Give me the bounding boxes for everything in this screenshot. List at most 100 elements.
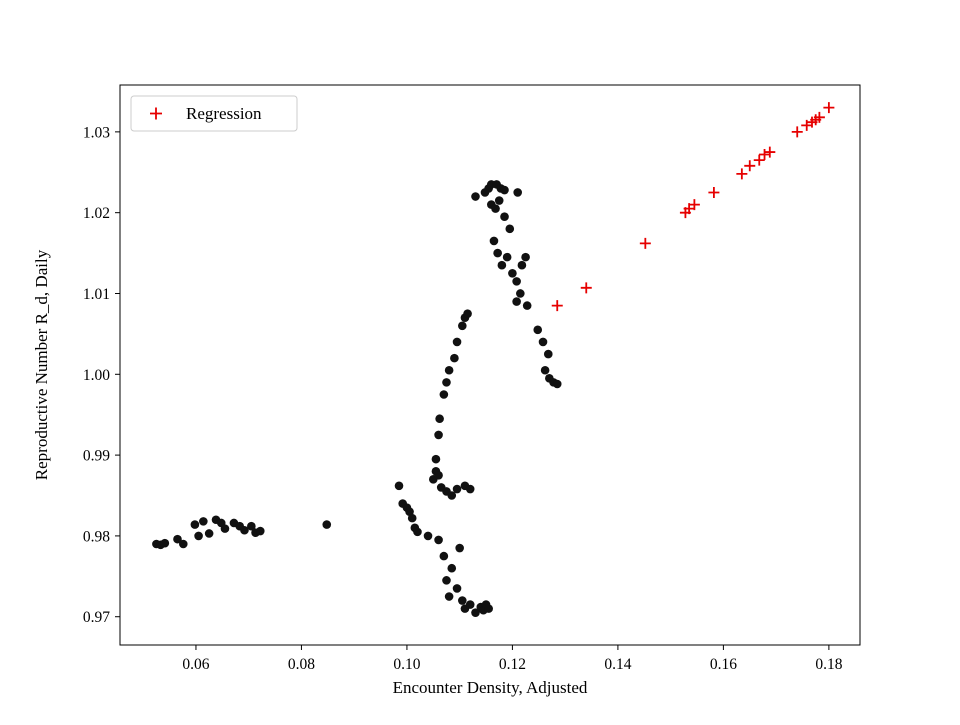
data-point-Regression: [813, 111, 825, 123]
data-point-observations: [452, 584, 462, 593]
data-point-observations: [458, 596, 467, 605]
x-tick-label: 0.16: [710, 656, 737, 673]
x-axis-label: Encounter Density, Adjusted: [393, 678, 588, 697]
data-point-Regression: [791, 126, 803, 138]
data-point-observations: [204, 529, 214, 538]
data-point-observations: [458, 321, 467, 331]
data-point-Regression: [580, 282, 592, 294]
y-tick-label: 1.01: [83, 286, 110, 303]
data-point-observations: [500, 185, 509, 195]
data-point-observations: [405, 507, 414, 516]
data-point-Regression: [736, 168, 748, 180]
y-tick-label: 1.00: [83, 367, 110, 384]
data-point-observations: [452, 337, 462, 347]
data-point-observations: [491, 204, 500, 213]
data-point-observations: [199, 517, 208, 526]
legend-marker-plus-icon: [150, 107, 162, 120]
data-point-observations: [173, 534, 182, 544]
y-tick-label: 0.98: [83, 528, 110, 545]
legend-label: Regression: [186, 104, 262, 123]
data-point-observations: [194, 531, 203, 541]
data-point-observations: [434, 430, 443, 440]
data-point-observations: [444, 592, 454, 601]
data-point-observations: [442, 378, 451, 387]
data-point-observations: [471, 608, 480, 617]
y-tick-label: 1.02: [83, 205, 110, 222]
data-point-observations: [512, 297, 521, 306]
x-tick-label: 0.12: [499, 656, 526, 673]
x-tick-label: 0.08: [288, 656, 315, 673]
data-point-observations: [508, 268, 517, 278]
data-point-observations: [533, 325, 543, 335]
data-point-observations: [493, 248, 502, 258]
y-tick-label: 0.97: [83, 609, 110, 626]
data-point-Regression: [764, 146, 776, 158]
x-tick-label: 0.10: [393, 656, 420, 673]
data-point-observations: [220, 524, 230, 533]
data-point-observations: [516, 289, 525, 298]
data-point-observations: [247, 521, 256, 531]
data-point-observations: [513, 188, 522, 197]
data-point-observations: [489, 236, 499, 246]
data-point-observations: [160, 538, 170, 548]
data-point-Regression: [639, 237, 651, 249]
data-point-observations: [190, 520, 200, 529]
data-point-observations: [538, 337, 548, 347]
data-point-observations: [447, 563, 457, 573]
data-point-observations: [517, 260, 527, 270]
data-point-observations: [497, 260, 507, 270]
data-point-observations: [512, 277, 521, 286]
data-point-observations: [322, 520, 332, 529]
data-point-Regression: [744, 160, 756, 172]
data-point-observations: [413, 527, 422, 537]
data-point-observations: [240, 525, 249, 535]
data-point-observations: [505, 224, 515, 234]
x-tick-label: 0.06: [182, 656, 209, 673]
data-point-observations: [465, 600, 475, 609]
data-point-observations: [450, 353, 459, 363]
y-axis-label: Reproductive Number R_d, Daily: [32, 249, 51, 480]
legend-box: [130, 95, 298, 132]
data-point-observations: [522, 301, 532, 310]
data-point-observations: [178, 539, 188, 549]
data-point-observations: [540, 365, 550, 375]
data-point-observations: [500, 212, 509, 222]
data-point-observations: [439, 390, 449, 399]
x-tick-label: 0.18: [815, 656, 842, 673]
data-point-observations: [543, 349, 553, 359]
data-point-observations: [471, 192, 480, 201]
data-point-observations: [435, 414, 444, 424]
data-point-observations: [394, 481, 404, 491]
data-point-Regression: [759, 148, 771, 160]
x-tick-label: 0.14: [604, 656, 631, 673]
data-point-observations: [502, 252, 512, 262]
plot-content: 0.06 0.08 0.10 0.12 0.14 0.16 0.18 0.97 0.98 0.99…: [83, 102, 843, 673]
data-point-observations: [439, 551, 449, 561]
data-point-Regression: [708, 186, 720, 198]
data-point-observations: [431, 454, 441, 464]
data-point-observations: [407, 513, 417, 523]
y-tick-label: 0.99: [83, 448, 110, 465]
data-point-observations: [434, 471, 443, 480]
plot-frame: [119, 84, 861, 646]
data-point-Regression: [551, 300, 563, 312]
data-point-Regression: [823, 102, 835, 114]
legend: Regression: [130, 95, 298, 132]
data-point-observations: [552, 379, 562, 389]
data-point-observations: [423, 531, 433, 541]
data-point-observations: [463, 309, 472, 318]
data-point-observations: [444, 365, 454, 375]
data-point-observations: [494, 196, 504, 205]
data-point-Regression: [688, 199, 700, 211]
data-point-observations: [452, 484, 462, 494]
data-point-Regression: [753, 154, 765, 166]
data-point-observations: [442, 576, 451, 585]
data-point-observations: [255, 526, 265, 536]
data-point-observations: [484, 604, 493, 613]
y-tick-label: 1.03: [83, 124, 110, 141]
data-point-observations: [521, 252, 530, 262]
data-point-observations: [465, 484, 475, 494]
data-point-observations: [455, 543, 464, 553]
